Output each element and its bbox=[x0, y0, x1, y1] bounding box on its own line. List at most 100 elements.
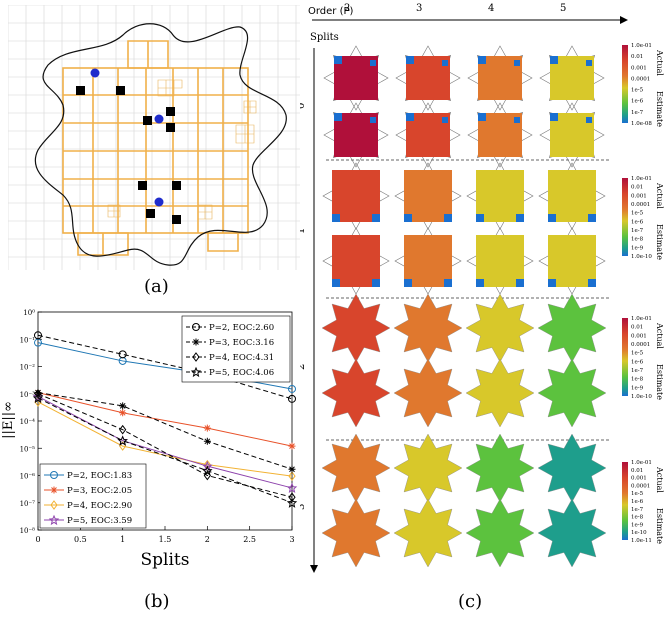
data-point-star bbox=[203, 424, 211, 432]
y-tick-label: 10⁻⁶ bbox=[20, 473, 36, 481]
data-point-circle bbox=[288, 384, 296, 393]
colorbar-tick-label: 1e-9 bbox=[631, 522, 644, 528]
legend-actual-label: P=4, EOC:4.31 bbox=[209, 353, 274, 363]
error-map-split2-order2-estimate bbox=[321, 358, 391, 428]
colorbar-tick-label: 0.001 bbox=[631, 476, 647, 482]
data-point-diamond bbox=[50, 500, 58, 510]
y-tick-label: 10⁻⁸ bbox=[20, 527, 36, 535]
data-point-circle bbox=[118, 350, 127, 359]
actual-series-line bbox=[37, 334, 293, 400]
panel-a-mesh bbox=[8, 5, 300, 270]
x-axis-label: Splits bbox=[141, 550, 190, 570]
colorbar-tick-label: 1e-6 bbox=[631, 359, 644, 365]
legend-actual-label: P=2, EOC:2.60 bbox=[209, 323, 274, 333]
colorbar-tick-label: 1e-7 bbox=[631, 507, 644, 513]
legend-estimate-label: P=4, EOC:2.90 bbox=[67, 501, 132, 511]
colorbar-tick-label: 1e-7 bbox=[631, 368, 644, 374]
data-point-star bbox=[119, 402, 127, 410]
splits-axis-label: Splits bbox=[310, 32, 339, 43]
data-point-star bbox=[192, 338, 200, 346]
actual-series-line bbox=[37, 392, 293, 470]
colorbar-tick-label: 0.001 bbox=[631, 65, 647, 71]
colorbar-tick-label: 1e-6 bbox=[631, 219, 644, 225]
data-point-pentastar bbox=[117, 435, 128, 446]
caption-a: (a) bbox=[144, 276, 169, 297]
x-tick-label: 0 bbox=[35, 535, 40, 544]
colorbar-tick-label: 1e-6 bbox=[631, 99, 644, 105]
error-map-split0-order5-estimate bbox=[539, 102, 605, 168]
colorbar-tick-label: 1.0e-01 bbox=[631, 460, 652, 466]
panel-b-convergence-chart: 10⁰ 10⁻¹ 10⁻² 10⁻³ 10⁻⁴ 10⁻⁵ 10⁻⁶ 10⁻⁷ 10⁻⁸ 0 0.5… bbox=[1, 309, 298, 570]
colorbar-tick-label: 1e-7 bbox=[631, 110, 644, 116]
error-map-split3-order5-actual bbox=[537, 433, 607, 503]
colorbar-label-actual: Actual bbox=[655, 49, 664, 76]
error-map-split2-order3-actual bbox=[393, 293, 463, 363]
legend-actual-label: P=5, EOC:4.06 bbox=[209, 368, 274, 378]
colorbar-tick-label: 1e-7 bbox=[631, 228, 644, 234]
colorbar-tick-label: 1e-5 bbox=[631, 491, 644, 497]
data-point-diamond bbox=[34, 388, 42, 399]
colorbar-tick-label: 1e-8 bbox=[631, 377, 644, 383]
colorbar-tick-label: 1e-8 bbox=[631, 515, 644, 521]
background-grid bbox=[8, 5, 300, 270]
colorbar-tick-label: 1.0e-10 bbox=[631, 254, 652, 260]
y-tick-label: 10⁰ bbox=[23, 309, 35, 317]
error-map-split3-order3-actual bbox=[393, 433, 463, 503]
error-map-split3-order4-actual bbox=[465, 433, 535, 503]
order-tick-label: 3 bbox=[416, 3, 422, 14]
split-tick-label: 2 bbox=[300, 364, 307, 370]
error-map-split2-order5-estimate bbox=[537, 358, 607, 428]
y-tick-label: 10⁻³ bbox=[20, 391, 36, 399]
data-point-pentastar bbox=[202, 460, 213, 472]
error-map-split1-order3-estimate bbox=[394, 227, 462, 295]
colorbar-tick-label: 0.0001 bbox=[631, 202, 650, 208]
colorbar-tick-label: 0.01 bbox=[631, 54, 643, 60]
error-map-split1-order4-estimate bbox=[466, 227, 534, 295]
data-point-star bbox=[288, 442, 296, 450]
caption-b: (b) bbox=[144, 591, 170, 612]
colorbar-tick-label: 1.0e-01 bbox=[631, 316, 652, 322]
colorbar-tick-label: 0.0001 bbox=[631, 342, 650, 348]
refined-cells bbox=[107, 79, 257, 220]
data-point-star bbox=[50, 486, 58, 494]
error-map-split1-order2-actual bbox=[322, 162, 390, 230]
data-point-circle bbox=[50, 471, 58, 479]
colorbar-tick-label: 0.01 bbox=[631, 468, 643, 474]
error-map-split0-order3-estimate bbox=[395, 102, 461, 168]
order-tick-label: 4 bbox=[488, 3, 494, 14]
legend-actual-label: P=3, EOC:3.16 bbox=[209, 338, 274, 348]
error-map-split0-order3-actual bbox=[395, 45, 461, 111]
data-point-circle bbox=[288, 394, 296, 403]
data-point-pentastar bbox=[286, 497, 298, 508]
data-point-pentastar bbox=[286, 482, 298, 494]
colorbar bbox=[622, 318, 628, 396]
colorbar-tick-label: 1.0e-01 bbox=[631, 176, 652, 182]
colorbar-label-actual: Actual bbox=[655, 466, 664, 493]
x-tick-label: 2 bbox=[205, 535, 210, 544]
y-tick-label: 10⁻¹ bbox=[20, 336, 36, 344]
colorbar-label-estimate: Estimate bbox=[655, 364, 664, 400]
x-tick-label: 0.5 bbox=[74, 535, 87, 544]
order-axis-label: Order (P) bbox=[308, 6, 354, 17]
colorbar bbox=[622, 178, 628, 256]
x-tick-label: 3 bbox=[289, 535, 294, 544]
colorbar-tick-label: 0.0001 bbox=[631, 483, 650, 489]
legend-estimate-label: P=5, EOC:3.59 bbox=[67, 516, 132, 526]
colorbar bbox=[622, 462, 628, 540]
y-tick-label: 10⁻⁷ bbox=[20, 500, 36, 508]
colorbar-tick-label: 1.0e-11 bbox=[631, 538, 652, 544]
data-point-pentastar bbox=[202, 465, 213, 476]
estimate-series-line bbox=[37, 395, 293, 489]
colorbar-tick-label: 1.0e-08 bbox=[631, 121, 652, 127]
data-point-circle bbox=[34, 331, 42, 340]
error-map-split1-order5-estimate bbox=[538, 227, 606, 295]
coarse-cells bbox=[62, 40, 249, 256]
colorbar-tick-label: 1e-5 bbox=[631, 211, 644, 217]
error-map-split3-order2-estimate bbox=[321, 498, 391, 568]
blue-markers bbox=[90, 68, 164, 207]
y-tick-label: 10⁻⁵ bbox=[20, 445, 36, 453]
y-tick-label: 10⁻⁴ bbox=[20, 418, 36, 426]
colorbar-tick-label: 0.001 bbox=[631, 193, 647, 199]
y-tick-label: 10⁻² bbox=[20, 364, 36, 372]
caption-c: (c) bbox=[458, 591, 483, 612]
